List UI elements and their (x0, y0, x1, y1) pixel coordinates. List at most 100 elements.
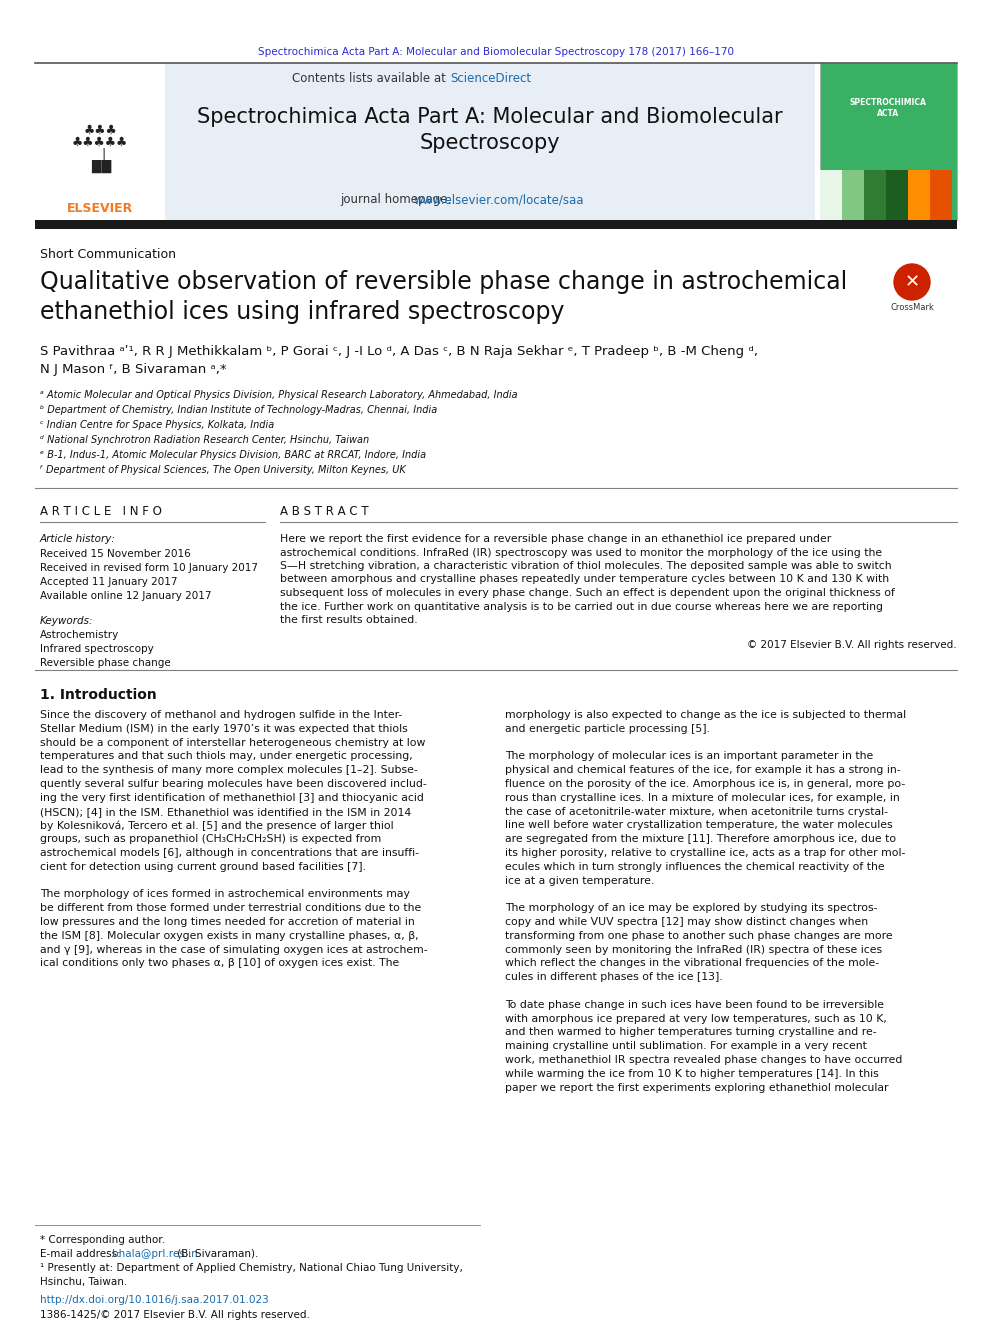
Text: paper we report the first experiments exploring ethanethiol molecular: paper we report the first experiments ex… (505, 1082, 889, 1093)
Text: the case of acetonitrile-water mixture, when acetonitrile turns crystal-: the case of acetonitrile-water mixture, … (505, 807, 888, 816)
Text: Infrared spectroscopy: Infrared spectroscopy (40, 644, 154, 654)
Text: ᵇ Department of Chemistry, Indian Institute of Technology-Madras, Chennai, India: ᵇ Department of Chemistry, Indian Instit… (40, 405, 437, 415)
Text: Article history:: Article history: (40, 534, 116, 544)
Text: E-mail address:: E-mail address: (40, 1249, 124, 1259)
Circle shape (894, 265, 930, 300)
Text: astrochemical models [6], although in concentrations that are insuffi-: astrochemical models [6], although in co… (40, 848, 419, 859)
Bar (864, 169, 886, 220)
Text: groups, such as propanethiol (CH₃CH₂CH₂SH) is expected from: groups, such as propanethiol (CH₃CH₂CH₂S… (40, 835, 381, 844)
Text: which reflect the changes in the vibrational frequencies of the mole-: which reflect the changes in the vibrati… (505, 958, 879, 968)
Text: ¹ Presently at: Department of Applied Chemistry, National Chiao Tung University,: ¹ Presently at: Department of Applied Ch… (40, 1263, 463, 1273)
Text: ing the very first identification of methanethiol [3] and thiocyanic acid: ing the very first identification of met… (40, 792, 424, 803)
Text: journal homepage:: journal homepage: (340, 193, 455, 206)
Text: Received 15 November 2016: Received 15 November 2016 (40, 549, 190, 560)
Text: the ISM [8]. Molecular oxygen exists in many crystalline phases, α, β,: the ISM [8]. Molecular oxygen exists in … (40, 931, 419, 941)
Text: rous than crystalline ices. In a mixture of molecular ices, for example, in: rous than crystalline ices. In a mixture… (505, 792, 900, 803)
Text: its higher porosity, relative to crystalline ice, acts as a trap for other mol-: its higher porosity, relative to crystal… (505, 848, 906, 859)
Text: ical conditions only two phases α, β [10] of oxygen ices exist. The: ical conditions only two phases α, β [10… (40, 958, 399, 968)
Text: Short Communication: Short Communication (40, 247, 176, 261)
Text: 1386-1425/© 2017 Elsevier B.V. All rights reserved.: 1386-1425/© 2017 Elsevier B.V. All right… (40, 1310, 310, 1320)
Text: physical and chemical features of the ice, for example it has a strong in-: physical and chemical features of the ic… (505, 765, 901, 775)
Text: temperatures and that such thiols may, under energetic processing,: temperatures and that such thiols may, u… (40, 751, 413, 762)
Bar (35, 64, 815, 220)
Text: Spectrochimica Acta Part A: Molecular and Biomolecular
Spectroscopy: Spectrochimica Acta Part A: Molecular an… (197, 107, 783, 152)
Text: be different from those formed under terrestrial conditions due to the: be different from those formed under ter… (40, 904, 422, 913)
Text: ᵉ B-1, Indus-1, Atomic Molecular Physics Division, BARC at RRCAT, Indore, India: ᵉ B-1, Indus-1, Atomic Molecular Physics… (40, 450, 427, 460)
Text: the ice. Further work on quantitative analysis is to be carried out in due cours: the ice. Further work on quantitative an… (280, 602, 883, 611)
Text: line well before water crystallization temperature, the water molecules: line well before water crystallization t… (505, 820, 893, 831)
Text: Accepted 11 January 2017: Accepted 11 January 2017 (40, 577, 178, 587)
Text: astrochemical conditions. InfraRed (IR) spectroscopy was used to monitor the mor: astrochemical conditions. InfraRed (IR) … (280, 548, 882, 557)
Text: low pressures and the long times needed for accretion of material in: low pressures and the long times needed … (40, 917, 415, 927)
Text: Contents lists available at: Contents lists available at (293, 73, 450, 86)
Text: Stellar Medium (ISM) in the early 1970’s it was expected that thiols: Stellar Medium (ISM) in the early 1970’s… (40, 724, 408, 734)
Text: Received in revised form 10 January 2017: Received in revised form 10 January 2017 (40, 564, 258, 573)
Text: S—H stretching vibration, a characteristic vibration of thiol molecules. The dep: S—H stretching vibration, a characterist… (280, 561, 892, 572)
Text: morphology is also expected to change as the ice is subjected to thermal: morphology is also expected to change as… (505, 710, 906, 720)
Bar (820, 169, 842, 220)
Text: Hsinchu, Taiwan.: Hsinchu, Taiwan. (40, 1277, 127, 1287)
Text: N J Mason ᶠ, B Sivaraman ᵃ,*: N J Mason ᶠ, B Sivaraman ᵃ,* (40, 363, 226, 376)
Text: A B S T R A C T: A B S T R A C T (280, 505, 369, 519)
Text: (HSCN); [4] in the ISM. Ethanethiol was identified in the ISM in 2014: (HSCN); [4] in the ISM. Ethanethiol was … (40, 807, 412, 816)
Text: CrossMark: CrossMark (890, 303, 933, 311)
Text: ✕: ✕ (905, 273, 920, 291)
Text: with amorphous ice prepared at very low temperatures, such as 10 K,: with amorphous ice prepared at very low … (505, 1013, 887, 1024)
Text: Qualitative observation of reversible phase change in astrochemical
ethanethiol : Qualitative observation of reversible ph… (40, 270, 847, 324)
Text: cules in different phases of the ice [13].: cules in different phases of the ice [13… (505, 972, 723, 982)
Text: and then warmed to higher temperatures turning crystalline and re-: and then warmed to higher temperatures t… (505, 1028, 877, 1037)
Text: ᵈ National Synchrotron Radiation Research Center, Hsinchu, Taiwan: ᵈ National Synchrotron Radiation Researc… (40, 435, 369, 445)
Text: Since the discovery of methanol and hydrogen sulfide in the Inter-: Since the discovery of methanol and hydr… (40, 710, 402, 720)
Text: lead to the synthesis of many more complex molecules [1–2]. Subse-: lead to the synthesis of many more compl… (40, 765, 418, 775)
Bar (908, 169, 930, 220)
Text: ScienceDirect: ScienceDirect (450, 73, 531, 86)
Text: work, methanethiol IR spectra revealed phase changes to have occurred: work, methanethiol IR spectra revealed p… (505, 1054, 903, 1065)
Text: A R T I C L E   I N F O: A R T I C L E I N F O (40, 505, 162, 519)
Text: To date phase change in such ices have been found to be irreversible: To date phase change in such ices have b… (505, 1000, 884, 1009)
Text: and γ [9], whereas in the case of simulating oxygen ices at astrochem-: and γ [9], whereas in the case of simula… (40, 945, 428, 955)
Text: The morphology of an ice may be explored by studying its spectros-: The morphology of an ice may be explored… (505, 904, 878, 913)
Text: quently several sulfur bearing molecules have been discovered includ-: quently several sulfur bearing molecules… (40, 779, 427, 789)
Text: transforming from one phase to another such phase changes are more: transforming from one phase to another s… (505, 931, 893, 941)
Text: copy and while VUV spectra [12] may show distinct changes when: copy and while VUV spectra [12] may show… (505, 917, 868, 927)
Text: Available online 12 January 2017: Available online 12 January 2017 (40, 591, 211, 601)
Text: commonly seen by monitoring the InfraRed (IR) spectra of these ices: commonly seen by monitoring the InfraRed… (505, 945, 882, 955)
Text: are segregated from the mixture [11]. Therefore amorphous ice, due to: are segregated from the mixture [11]. Th… (505, 835, 896, 844)
Text: http://dx.doi.org/10.1016/j.saa.2017.01.023: http://dx.doi.org/10.1016/j.saa.2017.01.… (40, 1295, 269, 1304)
Text: ᶜ Indian Centre for Space Physics, Kolkata, India: ᶜ Indian Centre for Space Physics, Kolka… (40, 419, 274, 430)
Bar (35, 220, 957, 229)
Text: maining crystalline until sublimation. For example in a very recent: maining crystalline until sublimation. F… (505, 1041, 867, 1052)
Text: ♣♣♣
♣♣♣♣♣
  |
 ██: ♣♣♣ ♣♣♣♣♣ | ██ (71, 123, 128, 172)
Text: ᵃ Atomic Molecular and Optical Physics Division, Physical Research Laboratory, A: ᵃ Atomic Molecular and Optical Physics D… (40, 390, 518, 400)
Text: ice at a given temperature.: ice at a given temperature. (505, 876, 655, 885)
Text: The morphology of ices formed in astrochemical environments may: The morphology of ices formed in astroch… (40, 889, 410, 900)
Text: Keywords:: Keywords: (40, 617, 93, 626)
Text: Reversible phase change: Reversible phase change (40, 658, 171, 668)
Text: while warming the ice from 10 K to higher temperatures [14]. In this: while warming the ice from 10 K to highe… (505, 1069, 879, 1078)
Text: and energetic particle processing [5].: and energetic particle processing [5]. (505, 724, 710, 734)
Bar (886, 169, 908, 220)
Text: 1. Introduction: 1. Introduction (40, 688, 157, 703)
Text: bhala@prl.res.in: bhala@prl.res.in (112, 1249, 197, 1259)
Text: The morphology of molecular ices is an important parameter in the: The morphology of molecular ices is an i… (505, 751, 873, 762)
Text: ELSEVIER: ELSEVIER (66, 201, 133, 214)
Text: S Pavithraa ᵃʹ¹, R R J Methikkalam ᵇ, P Gorai ᶜ, J -I Lo ᵈ, A Das ᶜ, B N Raja Se: S Pavithraa ᵃʹ¹, R R J Methikkalam ᵇ, P … (40, 345, 758, 359)
Text: www.elsevier.com/locate/saa: www.elsevier.com/locate/saa (413, 193, 583, 206)
Text: © 2017 Elsevier B.V. All rights reserved.: © 2017 Elsevier B.V. All rights reserved… (747, 640, 957, 650)
Text: * Corresponding author.: * Corresponding author. (40, 1234, 165, 1245)
Text: Astrochemistry: Astrochemistry (40, 630, 119, 640)
Bar (35, 64, 165, 220)
Text: should be a component of interstellar heterogeneous chemistry at low: should be a component of interstellar he… (40, 738, 426, 747)
Text: SPECTROCHIMICA
ACTA: SPECTROCHIMICA ACTA (849, 98, 927, 118)
Text: subsequent loss of molecules in every phase change. Such an effect is dependent : subsequent loss of molecules in every ph… (280, 587, 895, 598)
Text: Spectrochimica Acta Part A: Molecular and Biomolecular Spectroscopy 178 (2017) 1: Spectrochimica Acta Part A: Molecular an… (258, 48, 734, 57)
Text: the first results obtained.: the first results obtained. (280, 615, 418, 624)
Text: by Kolesniková, Tercero et al. [5] and the presence of larger thiol: by Kolesniková, Tercero et al. [5] and t… (40, 820, 394, 831)
Text: cient for detection using current ground based facilities [7].: cient for detection using current ground… (40, 861, 366, 872)
Text: Here we report the first evidence for a reversible phase change in an ethanethio: Here we report the first evidence for a … (280, 534, 831, 544)
Text: between amorphous and crystalline phases repeatedly under temperature cycles bet: between amorphous and crystalline phases… (280, 574, 889, 585)
Text: fluence on the porosity of the ice. Amorphous ice is, in general, more po-: fluence on the porosity of the ice. Amor… (505, 779, 906, 789)
Text: ecules which in turn strongly influences the chemical reactivity of the: ecules which in turn strongly influences… (505, 861, 885, 872)
Bar (930, 169, 952, 220)
Bar (842, 169, 864, 220)
